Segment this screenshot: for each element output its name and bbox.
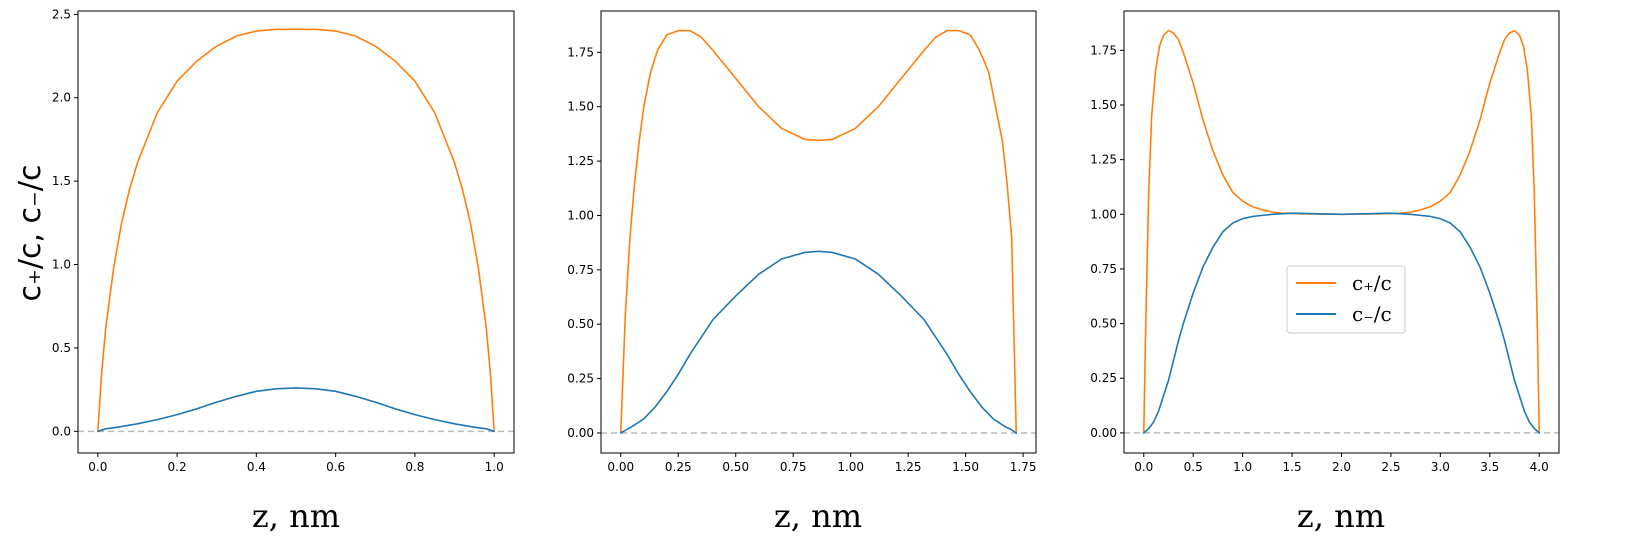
x-tick-label: 4.0 [1530, 460, 1549, 474]
y-tick-label: 0.50 [1090, 317, 1117, 331]
y-tick-label: 0.5 [52, 341, 71, 355]
y-axis-label: c₊/c, c₋/c [13, 165, 48, 302]
x-tick-label: 2.5 [1381, 460, 1400, 474]
x-tick-label: 0.6 [326, 460, 345, 474]
y-tick-label: 0.50 [567, 317, 594, 331]
series-line-cminus [97, 387, 495, 433]
plot-frame [600, 10, 1037, 454]
series-line-cminus [1142, 212, 1541, 434]
legend-label-cplus: c₊/c [1352, 271, 1392, 295]
y-tick-label: 0.00 [567, 426, 594, 440]
x-tick-label: 1.25 [895, 460, 922, 474]
y-tick-label: 1.75 [1090, 43, 1117, 57]
x-tick-label: 1.50 [952, 460, 979, 474]
y-tick-label: 1.5 [52, 174, 71, 188]
x-tick-label: 2.0 [1332, 460, 1351, 474]
y-tick-label: 0.25 [1090, 371, 1117, 385]
y-tick-label: 1.25 [567, 154, 594, 168]
x-tick-label: 1.5 [1283, 460, 1302, 474]
panel-3: z, nm 0.0 0.5 1.0 1.5 2.0 2.5 3.0 3.5 4.0 0.00 0.2… [1090, 10, 1560, 535]
series-line-cplus [619, 29, 1018, 434]
x-tick-label: 1.75 [1010, 460, 1037, 474]
y-tick-label: 0.75 [567, 263, 594, 277]
x-tick-label: 0.00 [607, 460, 634, 474]
y-tick-label: 1.50 [1090, 98, 1117, 112]
y-tick-label: 2.5 [52, 7, 71, 21]
y-tick-label: 0.00 [1090, 426, 1117, 440]
y-tick-label: 2.0 [52, 91, 71, 105]
x-axis-label: z, nm [1297, 497, 1385, 535]
legend-label-cminus: c₋/c [1352, 302, 1392, 326]
x-tick-label: 0.0 [1134, 460, 1153, 474]
x-axis-label: z, nm [774, 497, 862, 535]
series-line-cplus [97, 28, 495, 433]
plot-frame [1123, 10, 1560, 454]
x-tick-label: 1.00 [837, 460, 864, 474]
y-tick-label: 1.75 [567, 45, 594, 59]
x-tick-label: 3.5 [1480, 460, 1499, 474]
x-tick-label: 3.0 [1431, 460, 1450, 474]
y-tick-label: 1.00 [567, 208, 594, 222]
x-tick-label: 0.50 [722, 460, 749, 474]
y-tick-label: 1.0 [52, 258, 71, 272]
y-tick-label: 1.50 [567, 100, 594, 114]
panel-2: z, nm 0.00 0.25 0.50 0.75 1.00 1.25 1.50 1.75 0.… [567, 10, 1037, 535]
x-tick-label: 0.5 [1184, 460, 1203, 474]
y-tick-label: 1.00 [1090, 207, 1117, 221]
x-tick-label: 0.75 [780, 460, 807, 474]
y-tick-label: 0.75 [1090, 262, 1117, 276]
x-tick-label: 0.8 [405, 460, 424, 474]
x-axis-label: z, nm [252, 497, 340, 535]
y-tick-label: 0.0 [52, 424, 71, 438]
series-line-cminus [619, 250, 1018, 434]
x-tick-label: 1.0 [1233, 460, 1252, 474]
x-tick-label: 0.25 [665, 460, 692, 474]
panel-1: c₊/c, c₋/c z, nm 0.0 0.2 0.4 0.6 0.8 1.0 0.0 0.… [13, 7, 515, 535]
x-tick-label: 0.0 [88, 460, 107, 474]
x-tick-label: 0.4 [247, 460, 266, 474]
y-tick-label: 0.25 [567, 372, 594, 386]
legend: c₊/c c₋/c [1286, 265, 1406, 334]
plot-frame [77, 10, 515, 454]
x-tick-label: 0.2 [168, 460, 187, 474]
x-tick-label: 1.0 [485, 460, 504, 474]
series-line-cplus [1142, 29, 1541, 434]
y-tick-label: 1.25 [1090, 153, 1117, 167]
